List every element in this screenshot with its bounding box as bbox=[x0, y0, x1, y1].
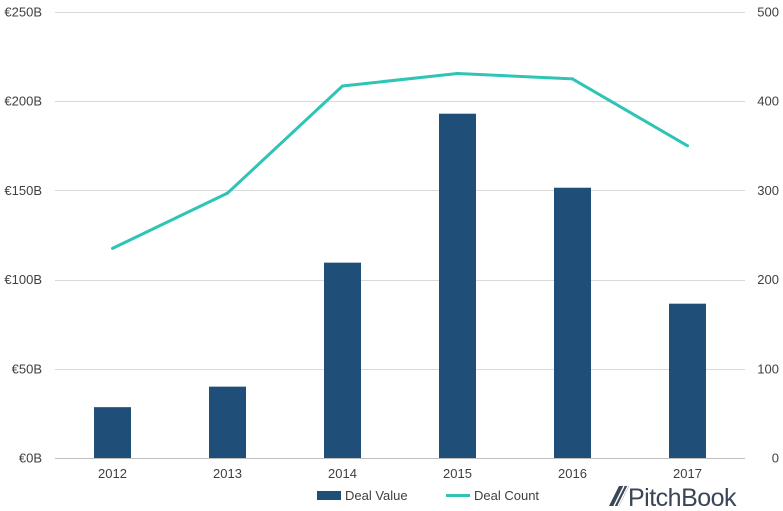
x-tick-label: 2012 bbox=[98, 466, 127, 481]
point-deal-count bbox=[456, 72, 459, 76]
legend-swatch-deal-value bbox=[317, 491, 341, 500]
y-right-tick-label: 0 bbox=[772, 451, 779, 466]
y-left-tick-label: €50B bbox=[12, 361, 42, 376]
y-right-tick-label: 400 bbox=[757, 94, 779, 109]
legend-label-deal-count: Deal Count bbox=[474, 488, 539, 503]
left-axis-ticks: €0B €50B €100B €150B €200B €250B bbox=[4, 5, 42, 466]
y-right-tick-label: 200 bbox=[757, 272, 779, 287]
legend: Deal Value Deal Count bbox=[317, 488, 539, 503]
y-left-tick-label: €0B bbox=[19, 451, 42, 466]
y-left-tick-label: €100B bbox=[4, 272, 42, 287]
y-right-tick-label: 100 bbox=[757, 361, 779, 376]
bar-deal-value bbox=[439, 113, 476, 459]
pitchbook-logo-text: PitchBook bbox=[628, 484, 737, 511]
pitchbook-logo: PitchBook bbox=[609, 484, 738, 511]
bar-deal-value bbox=[94, 407, 131, 458]
x-tick-label: 2013 bbox=[213, 466, 242, 481]
bars bbox=[94, 113, 706, 459]
legend-label-deal-value: Deal Value bbox=[345, 488, 408, 503]
line-deal-count bbox=[111, 72, 689, 250]
x-tick-label: 2016 bbox=[558, 466, 587, 481]
y-right-tick-label: 500 bbox=[757, 5, 779, 20]
y-left-tick-label: €200B bbox=[4, 94, 42, 109]
pitchbook-mark-icon bbox=[609, 485, 629, 507]
y-left-tick-label: €150B bbox=[4, 183, 42, 198]
y-right-tick-label: 300 bbox=[757, 183, 779, 198]
bar-deal-value bbox=[324, 262, 361, 458]
bar-deal-value bbox=[669, 303, 706, 458]
bar-deal-value bbox=[554, 187, 591, 458]
x-axis-ticks: 2012 2013 2014 2015 2016 2017 bbox=[98, 466, 702, 481]
point-deal-count bbox=[686, 144, 689, 148]
point-deal-count bbox=[111, 246, 114, 250]
point-deal-count bbox=[341, 84, 344, 88]
x-tick-label: 2015 bbox=[443, 466, 472, 481]
point-deal-count bbox=[571, 77, 574, 81]
gridlines bbox=[55, 12, 745, 459]
right-axis-ticks: 0 100 200 300 400 500 bbox=[757, 5, 779, 466]
bar-deal-value bbox=[209, 386, 246, 458]
point-deal-count bbox=[226, 191, 229, 195]
x-tick-label: 2017 bbox=[673, 466, 702, 481]
deal-count-line bbox=[111, 72, 689, 250]
x-tick-label: 2014 bbox=[328, 466, 357, 481]
y-left-tick-label: €250B bbox=[4, 5, 42, 20]
